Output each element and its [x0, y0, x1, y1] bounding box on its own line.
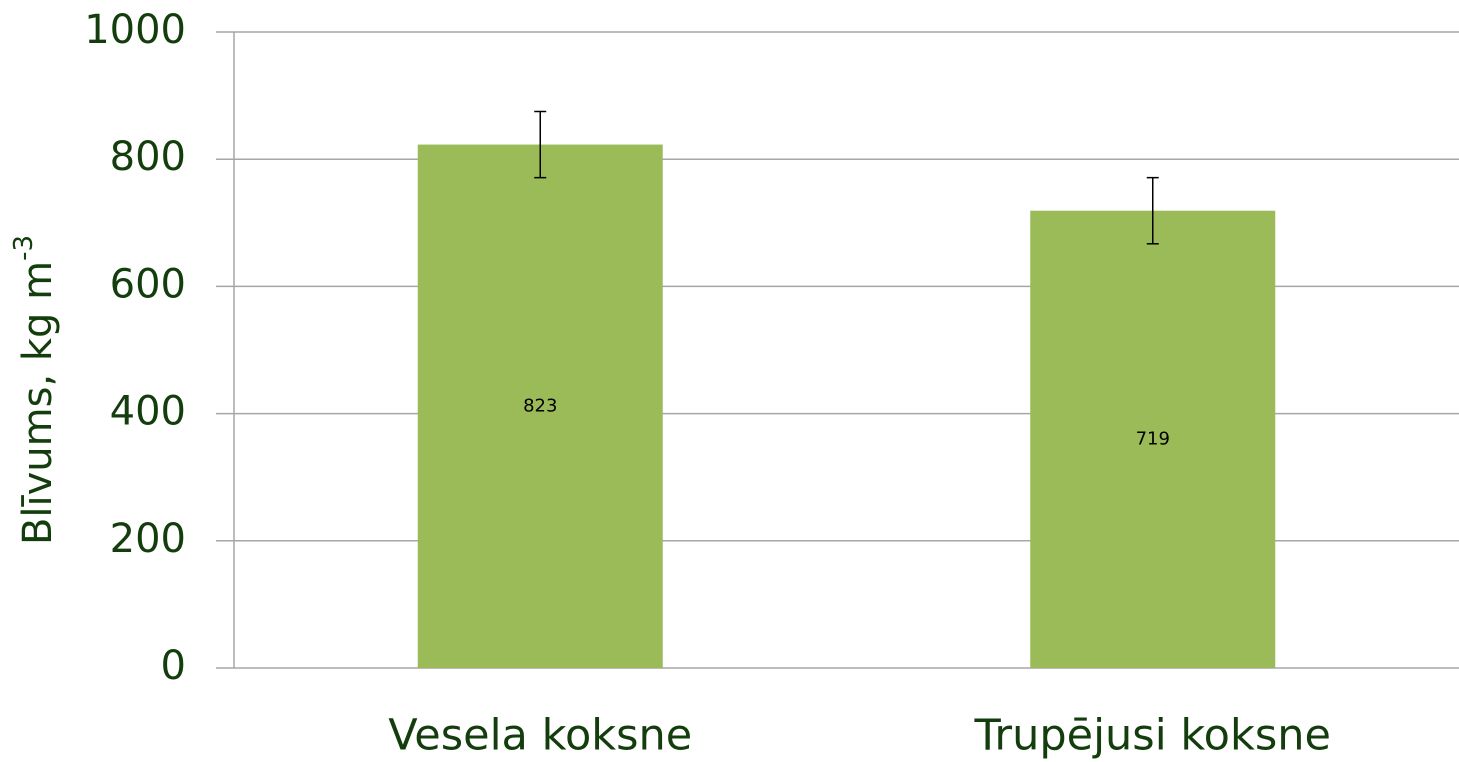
y-tick-label: 600	[110, 261, 186, 307]
y-tick-label: 1000	[84, 7, 186, 53]
y-axis-label-text: Blīvums, kg m	[15, 261, 61, 545]
y-axis-label: Blīvums, kg m-3	[9, 235, 62, 545]
y-axis-label-superscript: -3	[9, 235, 39, 261]
y-tick-label: 800	[110, 134, 186, 180]
x-tick-label: Vesela koksne	[388, 711, 692, 761]
value-label: 719	[1136, 428, 1170, 449]
bar	[1030, 210, 1276, 668]
x-tick-label: Trupējusi koksne	[973, 711, 1331, 761]
y-tick-label: 0	[161, 643, 186, 689]
value-label: 823	[523, 395, 557, 416]
y-tick-label: 200	[110, 516, 186, 562]
bar	[417, 144, 663, 668]
y-tick-label: 400	[110, 389, 186, 435]
